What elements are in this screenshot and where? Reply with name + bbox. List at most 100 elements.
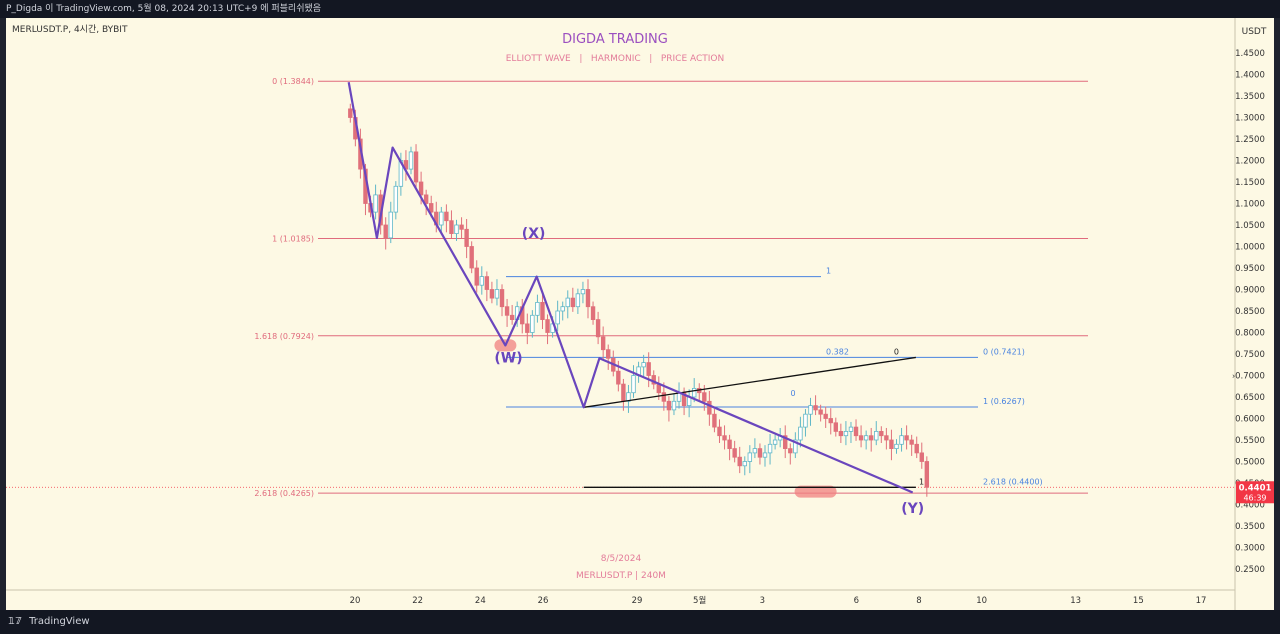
- candle-body: [717, 426, 722, 437]
- candle-body: [803, 413, 808, 428]
- y-tick-label: 0.2500: [1235, 565, 1265, 575]
- harmonic-level-label: 0 (0.7421): [983, 347, 1025, 356]
- y-tick-label: 0.8500: [1235, 307, 1265, 317]
- candle-body: [767, 443, 773, 454]
- candle-body: [818, 409, 823, 415]
- candle-body: [585, 289, 591, 308]
- y-tick-label: 1.2500: [1235, 135, 1265, 145]
- candle-body: [914, 443, 919, 454]
- y-tick-label: 0.6000: [1235, 415, 1265, 425]
- trend-line[interactable]: [583, 356, 916, 408]
- watermark-date: 8/5/2024: [601, 554, 642, 564]
- y-tick-label: 0.4000: [1235, 501, 1265, 511]
- axis-marker-arrow: ›: [1232, 372, 1235, 381]
- candle-body: [843, 430, 849, 437]
- candle-body: [828, 418, 833, 424]
- candle-body: [509, 314, 515, 320]
- candle-body: [712, 413, 717, 428]
- y-tick-label: 1.2000: [1235, 157, 1265, 167]
- x-tick-label: 29: [632, 596, 643, 606]
- candle-body: [555, 310, 560, 325]
- candle-body: [413, 151, 419, 183]
- current-price-tag: [1236, 481, 1274, 504]
- candle-body: [833, 422, 839, 432]
- candle-body: [646, 362, 651, 376]
- candle-body: [454, 224, 459, 235]
- candle-body: [499, 289, 505, 308]
- candle-body: [848, 426, 854, 432]
- y-tick-label: 1.0000: [1235, 243, 1265, 253]
- y-tick-label: 1.3000: [1235, 114, 1265, 124]
- harmonic-level-label: 1: [826, 267, 831, 276]
- candle-body: [408, 151, 414, 170]
- x-tick-label: 22: [412, 596, 423, 606]
- candle-body: [449, 220, 454, 234]
- candle-body: [595, 319, 601, 338]
- candle-body: [418, 181, 424, 196]
- candle-body: [793, 439, 798, 454]
- candle-body: [616, 370, 621, 385]
- candle-body: [565, 297, 570, 308]
- y-tick-label: 0.8000: [1235, 329, 1265, 339]
- small-level-label: 0: [791, 389, 796, 398]
- candle-body: [459, 224, 464, 230]
- candle-body: [494, 289, 500, 299]
- candle-body: [464, 228, 469, 247]
- candle-body: [469, 246, 474, 269]
- publish-info-bar: P_Digda 이 TradingView.com, 5월 08, 2024 2…: [0, 0, 1280, 18]
- candle-body: [530, 314, 535, 333]
- candle-body: [484, 276, 490, 290]
- highlight-zone[interactable]: [794, 485, 837, 498]
- symbol-legend: MERLUSDT.P, 4시간, BYBIT: [12, 24, 128, 35]
- candle-body: [752, 448, 758, 454]
- candle-body: [722, 435, 727, 441]
- x-tick-label: 6: [854, 596, 859, 606]
- harmonic-level-label: 1 (0.6267): [983, 397, 1025, 406]
- y-tick-label: 0.3500: [1235, 522, 1265, 532]
- candle-body: [590, 306, 596, 321]
- candle-body: [388, 211, 393, 239]
- candle-body: [853, 426, 859, 437]
- small-level-label: 0: [894, 347, 899, 356]
- candle-body: [383, 224, 388, 239]
- tradingview-logo-icon: 𝟙𝟟: [8, 616, 22, 627]
- candle-body: [813, 405, 818, 411]
- candle-body: [863, 435, 869, 441]
- elliott-wave-path[interactable]: [347, 82, 914, 494]
- candle-body: [666, 400, 672, 411]
- candle-body: [631, 375, 636, 394]
- candle-body: [879, 430, 884, 437]
- y-tick-label: 1.1000: [1235, 200, 1265, 210]
- candle-body: [874, 430, 879, 441]
- candle-body: [621, 383, 626, 402]
- y-tick-label: 0.5500: [1235, 436, 1265, 446]
- candle-body: [474, 267, 479, 286]
- x-tick-label: 20: [350, 596, 361, 606]
- x-tick-label: 13: [1070, 596, 1081, 606]
- candle-body: [479, 276, 484, 286]
- candle-body: [504, 306, 510, 316]
- x-tick-label: 26: [538, 596, 549, 606]
- harmonic-level-label: 0.382: [826, 347, 849, 356]
- chart-area[interactable]: MERLUSDT.P, 4시간, BYBIT USDT DIGDA TRADIN…: [6, 18, 1274, 610]
- candle-body: [423, 194, 429, 204]
- y-tick-label: 1.4000: [1235, 71, 1265, 81]
- bar-countdown: 46:39: [1243, 493, 1266, 502]
- x-tick-label: 15: [1133, 596, 1144, 606]
- publish-info-text: P_Digda 이 TradingView.com, 5월 08, 2024 2…: [6, 4, 322, 14]
- candle-body: [439, 211, 444, 226]
- watermark-symbol: MERLUSDT.P | 240M: [576, 571, 666, 581]
- candle-body: [707, 400, 712, 415]
- candle-body: [727, 439, 732, 449]
- candle-body: [525, 323, 530, 333]
- candle-body: [732, 448, 737, 458]
- footer-brand: TradingView: [29, 616, 90, 627]
- fib-level-label: 0 (1.3844): [272, 77, 314, 86]
- candle-body: [808, 405, 813, 415]
- currency-label: USDT: [1242, 27, 1267, 37]
- wave-label: (Y): [901, 501, 924, 517]
- candle-body: [489, 289, 495, 299]
- chart-canvas[interactable]: MERLUSDT.P, 4시간, BYBIT USDT DIGDA TRADIN…: [6, 18, 1274, 610]
- y-tick-label: 0.5000: [1235, 458, 1265, 468]
- footer-bar: 𝟙𝟟 TradingView: [0, 610, 1280, 634]
